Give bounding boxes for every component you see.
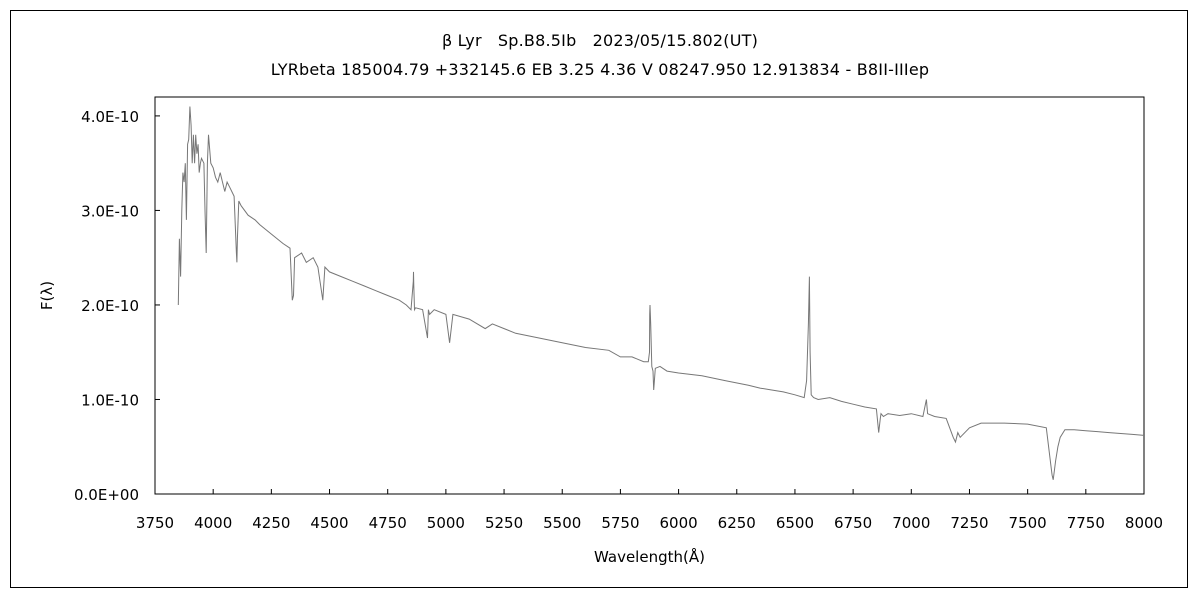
series-line xyxy=(177,106,1145,480)
x-tick-label: 4250 xyxy=(252,514,290,532)
x-tick-label: 5000 xyxy=(427,514,465,532)
x-tick-label: 6000 xyxy=(659,514,697,532)
x-tick-label: 6750 xyxy=(834,514,872,532)
x-tick-label: 7500 xyxy=(1009,514,1047,532)
y-tick-label: 2.0E-10 xyxy=(81,297,139,315)
x-tick-label: 6250 xyxy=(718,514,756,532)
x-tick-label: 5750 xyxy=(601,514,639,532)
x-tick-label: 4000 xyxy=(194,514,232,532)
x-tick-label: 8000 xyxy=(1125,514,1163,532)
plot-area xyxy=(154,96,1145,495)
y-tick-label: 4.0E-10 xyxy=(81,108,139,126)
x-tick-label: 6500 xyxy=(776,514,814,532)
chart-title: β Lyr Sp.B8.5Ib 2023/05/15.802(UT) xyxy=(441,31,759,50)
y-axis-title: F(λ) xyxy=(38,281,56,310)
y-axis: 0.0E+00 1.0E-10 2.0E-10 3.0E-10 4.0E-10 xyxy=(74,108,160,504)
chart-frame xyxy=(10,10,1188,588)
x-tick-label: 7250 xyxy=(950,514,988,532)
y-tick-label: 3.0E-10 xyxy=(81,202,139,220)
x-tick-label: 5250 xyxy=(485,514,523,532)
y-tick-label: 1.0E-10 xyxy=(81,391,139,409)
x-tick-label: 4500 xyxy=(310,514,348,532)
x-tick-label: 3750 xyxy=(136,514,174,532)
x-tick-label: 7000 xyxy=(892,514,930,532)
y-tick-label: 0.0E+00 xyxy=(74,486,139,504)
x-tick-label: 4750 xyxy=(369,514,407,532)
x-tick-label: 5500 xyxy=(543,514,581,532)
x-axis-title: Wavelength(Å) xyxy=(594,547,705,566)
x-axis: 3750 4000 4250 4500 4750 5000 5250 5500 5750 6000… xyxy=(136,489,1163,532)
x-tick-label: 7750 xyxy=(1067,514,1105,532)
chart-subtitle: LYRbeta 185004.79 +332145.6 EB 3.25 4.36… xyxy=(270,60,930,79)
